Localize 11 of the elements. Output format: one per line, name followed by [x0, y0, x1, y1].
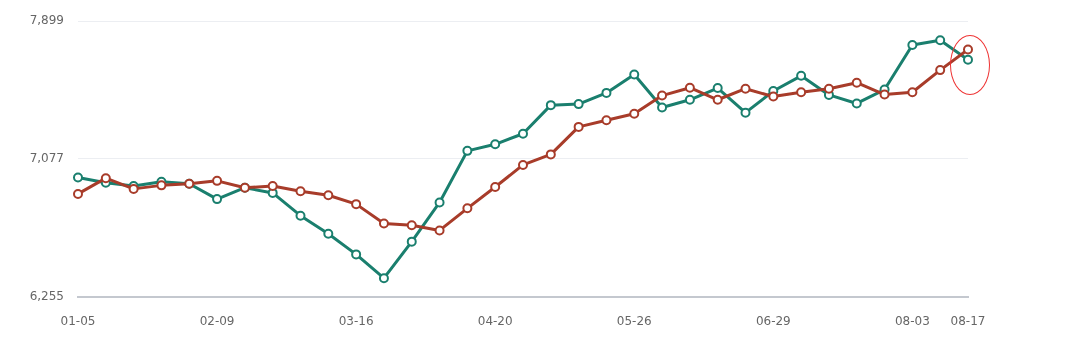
x-tick-label: 06-29 [755, 313, 791, 328]
x-tick-label: 03-16 [338, 313, 374, 328]
x-tick-label: 08-17 [950, 313, 986, 328]
y-tick-label: 6,255 [29, 288, 64, 303]
x-tick-label: 05-26 [616, 313, 652, 328]
x-tick-label: 04-20 [477, 313, 513, 328]
x-tick-label: 08-03 [894, 313, 930, 328]
x-tick-label: 01-05 [60, 313, 96, 328]
y-tick-label: 7,899 [29, 13, 64, 28]
x-tick-label: 02-09 [199, 313, 235, 328]
y-tick-label: 7,077 [29, 151, 64, 166]
